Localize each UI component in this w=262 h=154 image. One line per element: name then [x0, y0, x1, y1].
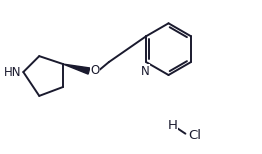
Text: Cl: Cl: [188, 129, 201, 142]
Text: H: H: [168, 119, 177, 132]
Text: N: N: [141, 65, 150, 78]
Polygon shape: [63, 64, 90, 74]
Text: O: O: [90, 64, 100, 77]
Text: HN: HN: [4, 66, 21, 79]
